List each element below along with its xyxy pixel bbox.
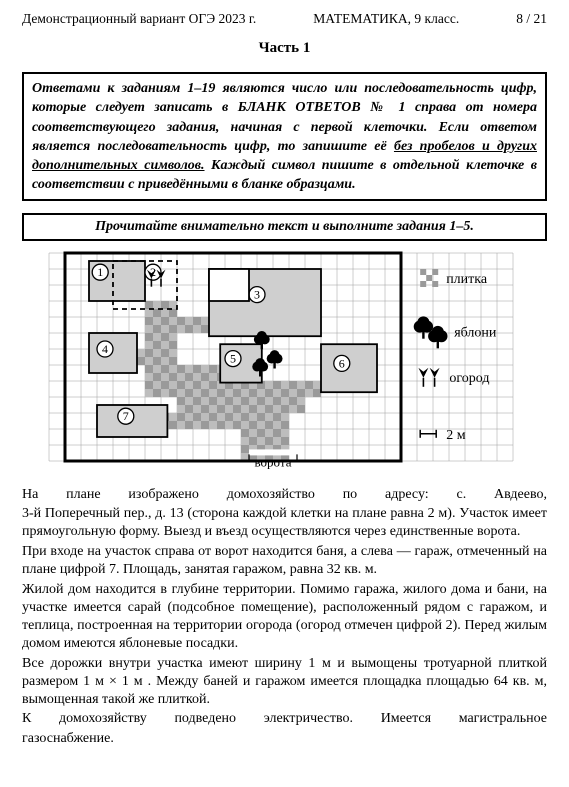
p5a: К домохозяйству подведено электричество.… (22, 710, 547, 728)
svg-text:плитка: плитка (446, 272, 488, 287)
task-banner: Прочитайте внимательно текст и выполните… (22, 213, 547, 241)
page-header: Демонстрационный вариант ОГЭ 2023 г. МАТ… (22, 10, 547, 27)
svg-text:1: 1 (97, 265, 103, 279)
svg-text:5: 5 (230, 351, 236, 365)
body-text: На плане изображено домохозяйство по адр… (22, 486, 547, 749)
part-title: Часть 1 (22, 39, 547, 58)
p4: Все дорожки внутри участка имеют ширину … (22, 655, 547, 709)
svg-text:яблони: яблони (454, 325, 497, 340)
instructions-box: Ответами к заданиям 1–19 являются число … (22, 72, 547, 200)
plan-figure: ворота1234567плиткаяблониогород2 м (45, 249, 525, 474)
svg-text:6: 6 (338, 356, 344, 370)
svg-text:2 м: 2 м (446, 427, 466, 442)
p1a: На плане изображено домохозяйство по адр… (22, 486, 547, 504)
header-right: 8 / 21 (516, 10, 547, 27)
p5b: газоснабжение. (22, 730, 547, 748)
svg-text:ворота: ворота (254, 454, 291, 469)
p1b: 3-й Поперечный пер., д. 13 (сторона кажд… (22, 505, 547, 541)
header-left: Демонстрационный вариант ОГЭ 2023 г. (22, 10, 256, 27)
svg-text:3: 3 (254, 287, 260, 301)
header-center: МАТЕМАТИКА, 9 класс. (313, 10, 459, 27)
svg-text:огород: огород (449, 370, 489, 385)
svg-text:4: 4 (102, 342, 108, 356)
p3: Жилой дом находится в глубине территории… (22, 581, 547, 653)
svg-text:7: 7 (122, 409, 128, 423)
p2: При входе на участок справа от ворот нах… (22, 543, 547, 579)
